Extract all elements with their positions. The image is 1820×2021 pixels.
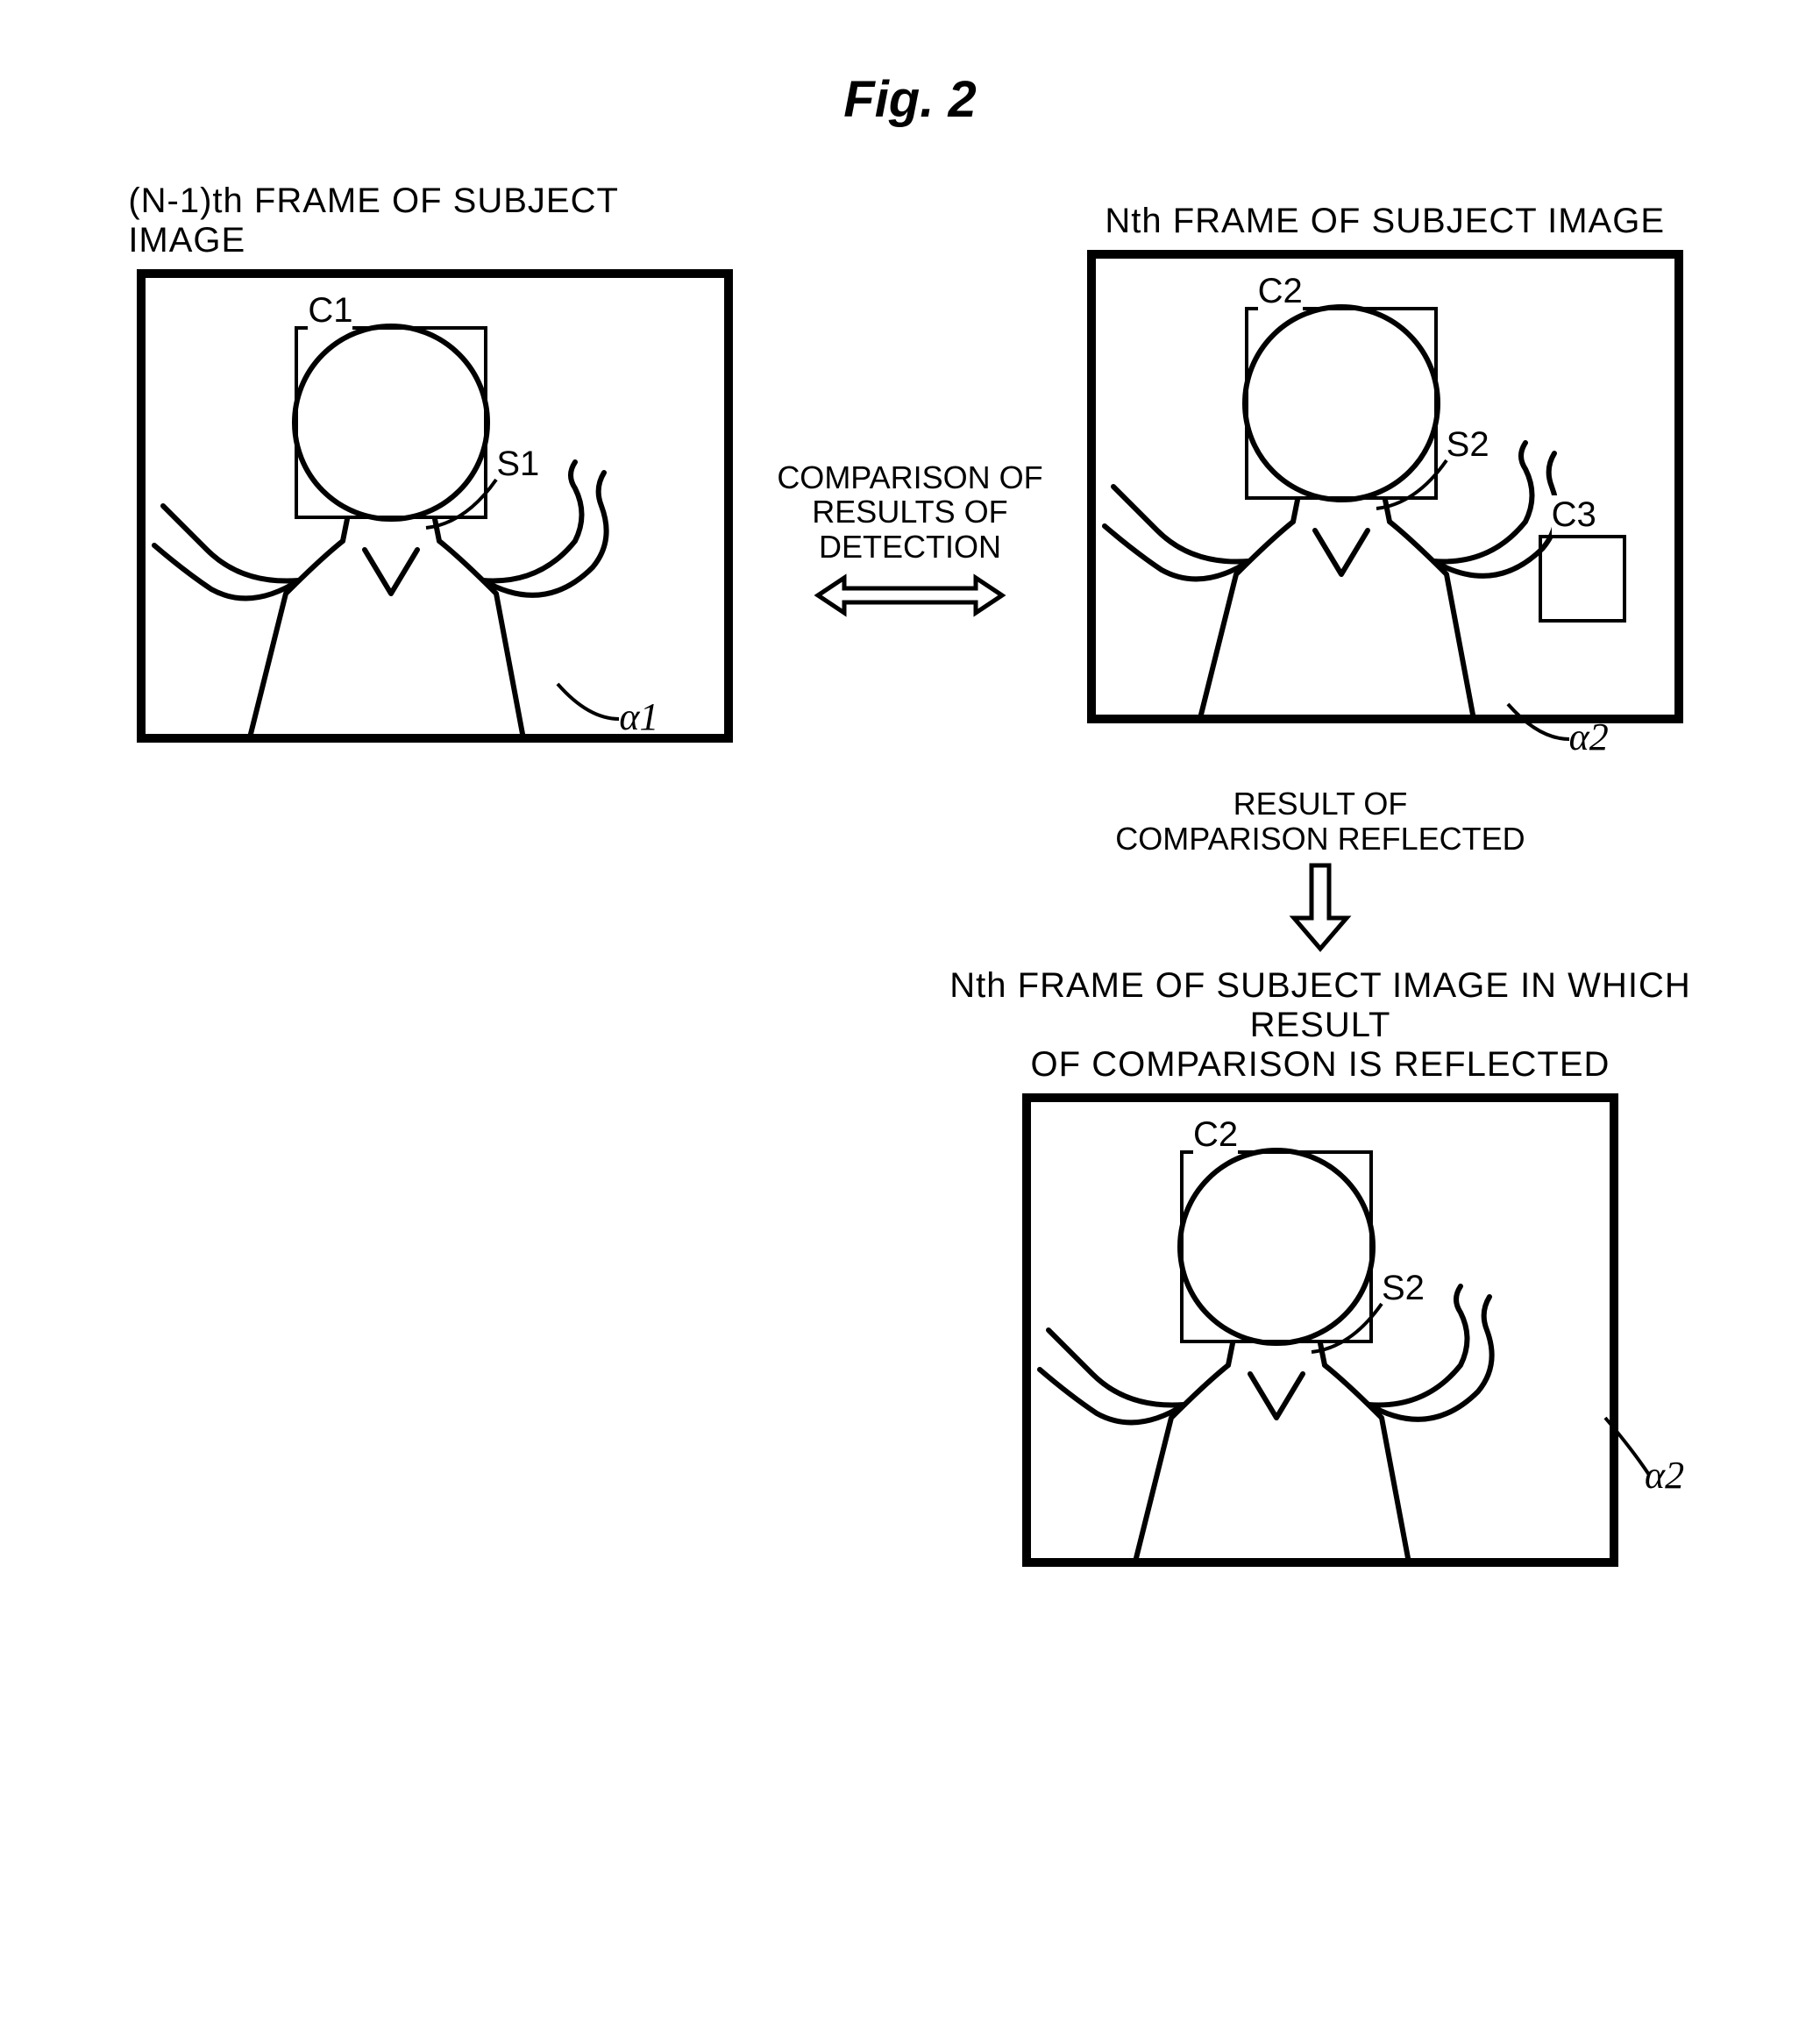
compare-caption: COMPARISON OF RESULTS OF DETECTION: [777, 460, 1042, 623]
pointer-alpha1: [553, 680, 623, 728]
label-alpha2-top: α2: [1569, 715, 1609, 759]
figure-title: Fig. 2: [35, 70, 1785, 129]
label-c2-bottom: C2: [1193, 1115, 1238, 1155]
label-alpha1: α1: [619, 694, 658, 739]
panel-2-title: Nth FRAME OF SUBJECT IMAGE: [1105, 202, 1665, 241]
top-row: (N-1)th FRAME OF SUBJECT IMAGE: [35, 181, 1785, 743]
panel-2: C2 C3 S2: [1087, 250, 1683, 723]
detection-box-c3: [1539, 535, 1626, 623]
label-c3: C3: [1552, 495, 1596, 535]
compare-line2: RESULTS OF: [812, 495, 1007, 530]
compare-line3: DETECTION: [819, 530, 1001, 565]
pointer-s2-bottom: [1307, 1299, 1390, 1361]
panel-1-title: (N-1)th FRAME OF SUBJECT IMAGE: [128, 181, 742, 260]
label-c2-top: C2: [1258, 272, 1303, 311]
result-line2: COMPARISON REFLECTED: [1115, 822, 1525, 857]
label-c1: C1: [308, 291, 352, 331]
pointer-alpha2-top: [1504, 700, 1574, 748]
pointer-s1: [422, 475, 505, 537]
pointer-alpha2-bottom: [1601, 1413, 1662, 1484]
panel-1: C1 S1: [137, 269, 733, 743]
panel-2-wrap: Nth FRAME OF SUBJECT IMAGE C2: [1078, 202, 1692, 723]
pointer-s2-top: [1372, 456, 1455, 517]
panel-1-wrap: (N-1)th FRAME OF SUBJECT IMAGE: [128, 181, 742, 743]
panel-3-title: Nth FRAME OF SUBJECT IMAGE IN WHICH RESU…: [935, 966, 1706, 1085]
result-line1: RESULT OF: [1233, 786, 1408, 822]
bottom-section: RESULT OF COMPARISON REFLECTED Nth FRAME…: [35, 778, 1627, 1567]
panel-3: C2 S2: [1022, 1093, 1618, 1567]
result-caption: RESULT OF COMPARISON REFLECTED: [1115, 786, 1525, 957]
compare-line1: COMPARISON OF: [777, 460, 1042, 495]
double-arrow-icon: [809, 569, 1011, 622]
panel-3-wrap: Nth FRAME OF SUBJECT IMAGE IN WHICH RESU…: [935, 966, 1706, 1567]
down-arrow-icon: [1285, 861, 1355, 957]
